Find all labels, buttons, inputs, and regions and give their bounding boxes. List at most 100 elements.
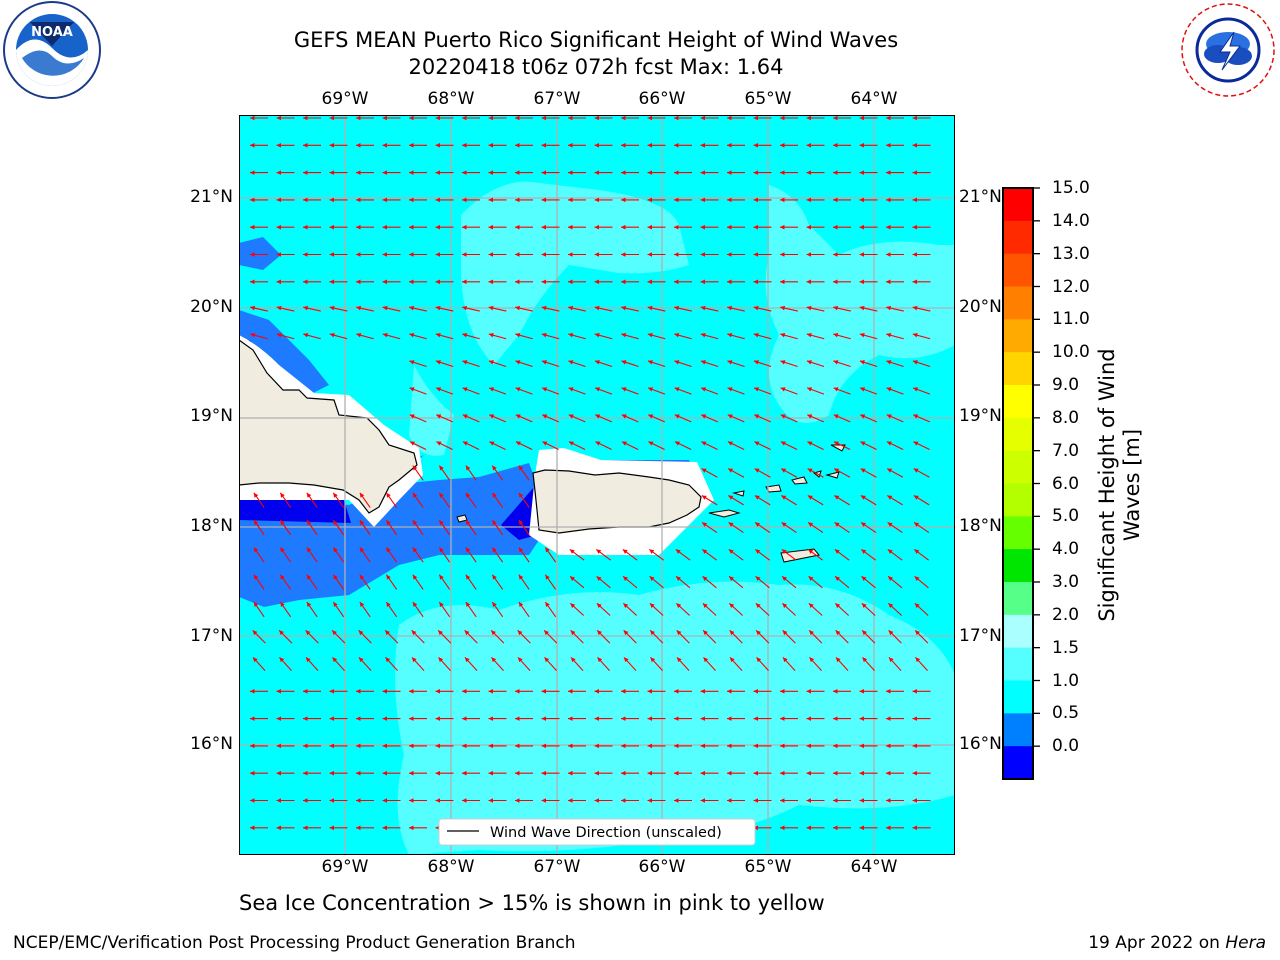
wave-arrow	[409, 360, 427, 367]
wave-arrow	[276, 743, 295, 749]
wave-arrow	[727, 798, 745, 803]
colorbar-cell	[1003, 286, 1033, 320]
wave-arrow	[488, 279, 507, 285]
wave-arrow	[701, 521, 718, 534]
wave-arrow	[728, 602, 744, 616]
wave-arrow	[859, 798, 878, 803]
wave-arrow	[780, 115, 798, 121]
wave-arrow	[541, 770, 560, 776]
wave-arrow	[594, 224, 613, 230]
svg-text:NOAA: NOAA	[31, 25, 73, 40]
wave-arrow	[887, 548, 903, 561]
wave-arrow	[861, 629, 876, 644]
wave-arrow	[780, 224, 798, 230]
wave-arrow	[518, 492, 530, 508]
wave-arrow	[912, 305, 931, 312]
wave-arrow	[488, 770, 507, 776]
wave-arrow	[753, 770, 772, 776]
wave-arrow	[647, 279, 666, 285]
wave-arrow	[488, 387, 507, 395]
wave-arrow	[727, 170, 745, 175]
wave-arrow	[356, 143, 374, 148]
wave-arrow	[568, 305, 586, 312]
wave-arrow	[647, 170, 666, 175]
wave-arrow	[833, 305, 851, 312]
colorbar-tick-label: 8.0	[1052, 407, 1080, 428]
lon-label-bottom: 66°W	[638, 857, 686, 877]
wave-arrow	[806, 170, 825, 175]
colorbar-tick-label: 0.0	[1052, 736, 1080, 757]
wave-arrow	[806, 333, 825, 340]
wave-arrow	[356, 333, 374, 340]
wave-arrow	[887, 495, 903, 506]
wave-arrow	[594, 252, 613, 257]
wave-arrow	[488, 716, 507, 721]
wave-arrow	[782, 656, 796, 672]
wave-arrow	[568, 224, 586, 230]
wave-arrow	[462, 252, 480, 257]
wave-arrow	[621, 252, 639, 257]
wave-arrow	[515, 716, 533, 721]
wave-arrow	[303, 743, 321, 749]
wave-arrow	[753, 689, 772, 694]
wave-arrow	[912, 197, 931, 203]
colorbar-tick-label: 9.0	[1052, 375, 1080, 395]
wave-arrow	[465, 547, 477, 563]
wave-arrow	[250, 197, 268, 203]
wave-arrow	[647, 689, 666, 694]
wave-arrow	[409, 387, 427, 395]
wave-arrow	[596, 629, 611, 644]
wave-arrow	[780, 279, 798, 285]
wave-arrow	[886, 333, 904, 340]
wave-arrow	[886, 716, 904, 721]
wave-arrow	[647, 115, 666, 121]
wave-arrow	[462, 743, 480, 749]
wave-arrow	[806, 279, 825, 285]
wave-arrow	[859, 689, 878, 694]
wave-arrow	[462, 387, 480, 395]
wave-arrow	[754, 521, 771, 534]
wave-arrow	[912, 143, 931, 148]
wave-arrow	[568, 414, 586, 423]
wave-arrow	[306, 601, 318, 618]
wave-arrow	[438, 601, 451, 618]
wave-arrow	[753, 252, 772, 257]
wave-arrow	[541, 743, 560, 749]
wave-arrow	[382, 689, 401, 694]
wave-arrow	[491, 574, 504, 590]
wave-arrow	[807, 495, 824, 506]
wave-arrow	[356, 224, 374, 230]
colorbar-cell	[1003, 713, 1033, 747]
wave-arrow	[833, 252, 851, 257]
lon-label-top: 65°W	[744, 89, 792, 109]
wave-arrow	[727, 387, 745, 395]
wave-arrow	[780, 387, 798, 395]
wave-arrow	[594, 279, 613, 285]
wave-arrow	[543, 629, 558, 644]
wave-arrow	[279, 492, 292, 508]
wave-arrow	[252, 656, 266, 672]
wave-arrow	[753, 716, 772, 721]
wave-arrow	[887, 575, 903, 589]
wave-arrow	[912, 716, 931, 721]
wave-arrow	[621, 770, 639, 776]
wave-arrow	[409, 689, 427, 694]
wave-arrow	[754, 414, 771, 423]
wave-arrow	[250, 716, 268, 721]
wave-arrow	[700, 170, 719, 175]
colorbar-tick-label: 7.0	[1052, 440, 1080, 461]
wave-arrow	[276, 252, 295, 257]
wave-arrow	[674, 716, 692, 721]
wave-arrow	[700, 716, 719, 721]
wave-arrow	[253, 547, 265, 563]
wave-arrow	[436, 441, 453, 451]
wave-arrow	[622, 602, 638, 616]
wave-arrow	[860, 548, 877, 561]
wave-arrow	[594, 333, 613, 340]
colorbar-tick-label: 13.0	[1052, 243, 1090, 264]
wave-arrow	[435, 360, 454, 367]
wave-arrow	[542, 414, 559, 423]
lat-label-left: 18°N	[190, 516, 233, 536]
wave-arrow	[541, 115, 560, 121]
wave-arrow	[808, 602, 823, 616]
